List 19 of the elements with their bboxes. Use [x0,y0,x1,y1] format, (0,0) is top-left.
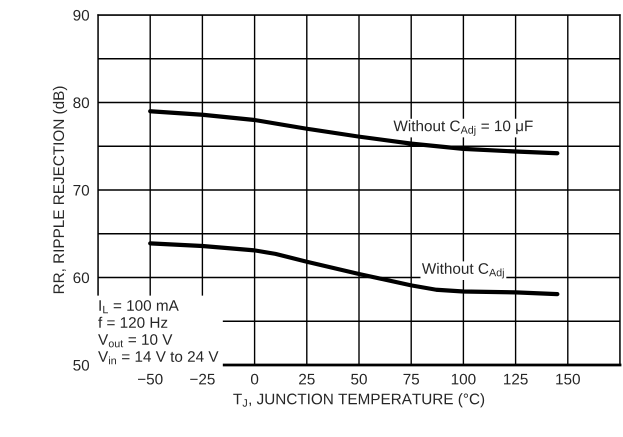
text: I$_{L}$ = 100 mA f = 120 Hz V$_{out}$ = 10 V V$_{in}$ = 14 V to 24 V [98,300,218,364]
series-label: Without C$_{Adj}$ = 10 μF [393,120,533,136]
x-tick-label: 50 [351,374,367,385]
x-tick-label: −50 [138,374,163,385]
x-axis-title: T$_{J}$, JUNCTION TEMPERATURE (°C) [233,393,484,408]
x-tick-label: 125 [504,374,528,385]
y-tick-label: 80 [73,97,90,108]
y-axis-title: RR, RIPPLE REJECTION (dB) [52,86,68,294]
y-tick-label: 70 [73,184,90,196]
x-tick-label: 0 [250,374,258,385]
x-tick-label: 25 [299,374,315,385]
x-tick-label: 150 [556,374,580,385]
y-tick-label: 60 [73,272,90,284]
y-tick-label: 50 [73,360,90,371]
x-tick-label: 100 [452,374,476,385]
y-tick-label: 90 [73,10,90,21]
x-tick-label: −25 [190,374,215,385]
series-label: Without C$_{Adj}$ [422,262,504,278]
x-tick-label: 75 [403,374,420,385]
